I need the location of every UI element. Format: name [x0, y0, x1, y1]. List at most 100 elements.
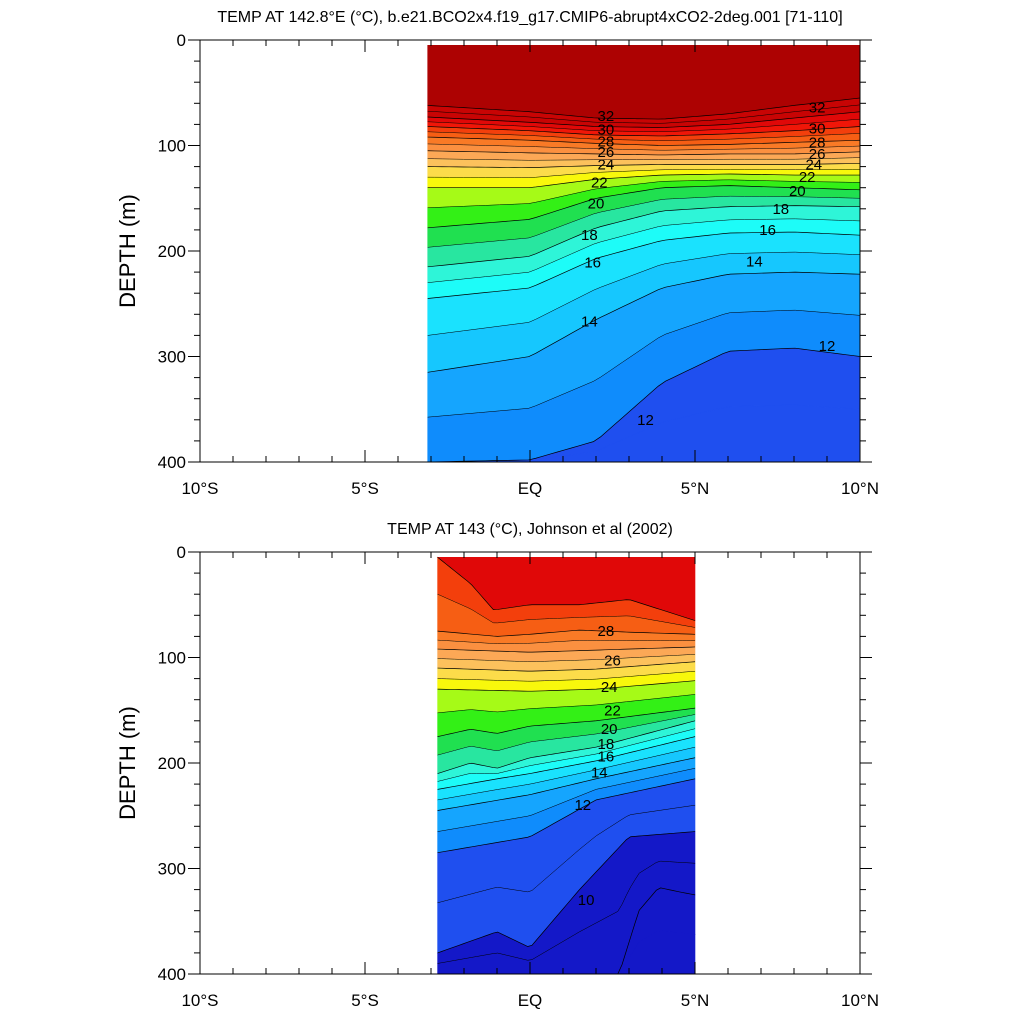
x-tick-label: EQ	[518, 479, 543, 498]
contour-label-14: 14	[591, 765, 608, 782]
y-tick-label: 0	[177, 543, 186, 562]
panel-observed: TEMP AT 143 (°C), Johnson et al (2002) 2…	[115, 521, 879, 1010]
contour-line-12	[427, 347, 860, 462]
contour-line-33	[427, 104, 860, 124]
x-tick-label: 5°S	[351, 479, 379, 498]
contour-line-25	[437, 654, 696, 662]
contour-label-26: 26	[604, 653, 621, 670]
contour-label-24: 24	[601, 679, 618, 696]
x-tick-label: 10°S	[181, 479, 218, 498]
contour-line-24	[437, 661, 696, 672]
y-tick-label: 200	[158, 754, 186, 773]
contour-line-17	[437, 728, 696, 782]
contour-label-22: 22	[604, 702, 621, 719]
contour-label-28: 28	[598, 133, 615, 150]
contour-label-12: 12	[819, 338, 836, 355]
y-axis-label: DEPTH (m)	[115, 194, 140, 308]
contour-label-32: 32	[809, 100, 826, 117]
x-tick-labels: 10°S 5°S EQ 5°N 10°N	[181, 479, 879, 498]
x-tick-label: 5°N	[681, 479, 710, 498]
y-tick-label: 400	[158, 965, 186, 984]
contour-label-16: 16	[759, 222, 776, 239]
contour-line-30	[437, 556, 696, 621]
contour-line-20	[427, 185, 860, 229]
contour-band-8b	[437, 930, 696, 974]
contour-label-24: 24	[598, 157, 615, 174]
contour-line-20	[437, 707, 696, 737]
contour-labels: 3230282624222018161412323028262422201816…	[581, 100, 835, 429]
contour-label-26: 26	[809, 146, 826, 163]
y-tick-label: 300	[158, 348, 186, 367]
contour-line-12	[437, 778, 696, 854]
contour-band-8a	[437, 887, 696, 974]
contour-line-19	[437, 714, 696, 756]
y-tick-label: 0	[177, 31, 186, 50]
contour-line-32	[427, 111, 860, 128]
contour-line-22	[427, 173, 860, 189]
x-tick-label: 10°S	[181, 991, 218, 1010]
x-tick-label: EQ	[518, 991, 543, 1010]
contour-line-16	[427, 231, 860, 299]
contour-label-16: 16	[598, 749, 615, 766]
y-tick-label: 200	[158, 242, 186, 261]
contour-label-14: 14	[581, 314, 598, 331]
contour-field	[427, 44, 860, 462]
contour-line-14	[437, 757, 696, 811]
contour-label-22: 22	[591, 174, 608, 191]
contour-lines	[437, 556, 696, 974]
contour-line-26	[437, 646, 696, 653]
y-tick-labels: 0 100 200 300 400	[158, 543, 186, 984]
panel-title: TEMP AT 143 (°C), Johnson et al (2002)	[387, 521, 673, 538]
contour-label-28: 28	[598, 623, 615, 640]
contour-line-22	[437, 680, 696, 692]
contour-label-12: 12	[574, 797, 591, 814]
x-tick-label: 5°S	[351, 991, 379, 1010]
axis-ticks	[188, 551, 872, 975]
contour-line-21	[437, 694, 696, 714]
y-axis-label: DEPTH (m)	[115, 706, 140, 820]
contour-label-30: 30	[809, 121, 826, 138]
contour-line-26	[427, 150, 860, 156]
y-tick-label: 300	[158, 860, 186, 879]
panel-model: TEMP AT 142.8°E (°C), b.e21.BCO2x4.f19_g…	[115, 9, 879, 498]
contour-line-21	[427, 179, 860, 208]
contour-line-27	[437, 639, 695, 644]
contour-line-31	[427, 118, 860, 132]
contour-band-12b	[427, 404, 860, 462]
contour-line-23	[427, 168, 860, 178]
contour-field	[436, 556, 696, 974]
y-tick-labels: 0 100 200 300 400	[158, 31, 186, 472]
contour-line-13	[427, 309, 860, 418]
contour-line-25	[427, 157, 860, 161]
contour-label-18: 18	[772, 201, 789, 218]
contour-line-27	[427, 143, 860, 151]
contour-label-20: 20	[601, 721, 618, 738]
contour-line-15	[427, 251, 860, 336]
y-tick-label: 100	[158, 137, 186, 156]
panel-title: TEMP AT 142.8°E (°C), b.e21.BCO2x4.f19_g…	[217, 9, 842, 26]
axis-ticks	[188, 39, 872, 463]
contour-line-17	[427, 218, 860, 283]
contour-label-22: 22	[799, 169, 816, 186]
contour-label-18: 18	[598, 736, 615, 753]
contour-label-18: 18	[581, 227, 598, 244]
contour-label-20: 20	[588, 196, 605, 213]
contour-line-11	[437, 804, 696, 904]
contour-label-28: 28	[809, 134, 826, 151]
contour-line-28	[427, 136, 860, 146]
contour-line-19	[427, 195, 860, 248]
contour-line-29	[427, 131, 860, 141]
x-tick-labels: 10°S 5°S EQ 5°N 10°N	[181, 991, 879, 1010]
contour-line-14	[427, 271, 860, 373]
x-tick-label: 10°N	[841, 479, 879, 498]
contour-line-13	[437, 768, 696, 832]
contour-line-16	[437, 736, 696, 790]
contour-label-12: 12	[637, 412, 654, 429]
contour-label-26: 26	[598, 144, 615, 161]
contour-label-32: 32	[598, 108, 615, 125]
contour-line-30	[427, 126, 860, 137]
y-tick-label: 400	[158, 453, 186, 472]
contour-label-14: 14	[746, 254, 763, 271]
